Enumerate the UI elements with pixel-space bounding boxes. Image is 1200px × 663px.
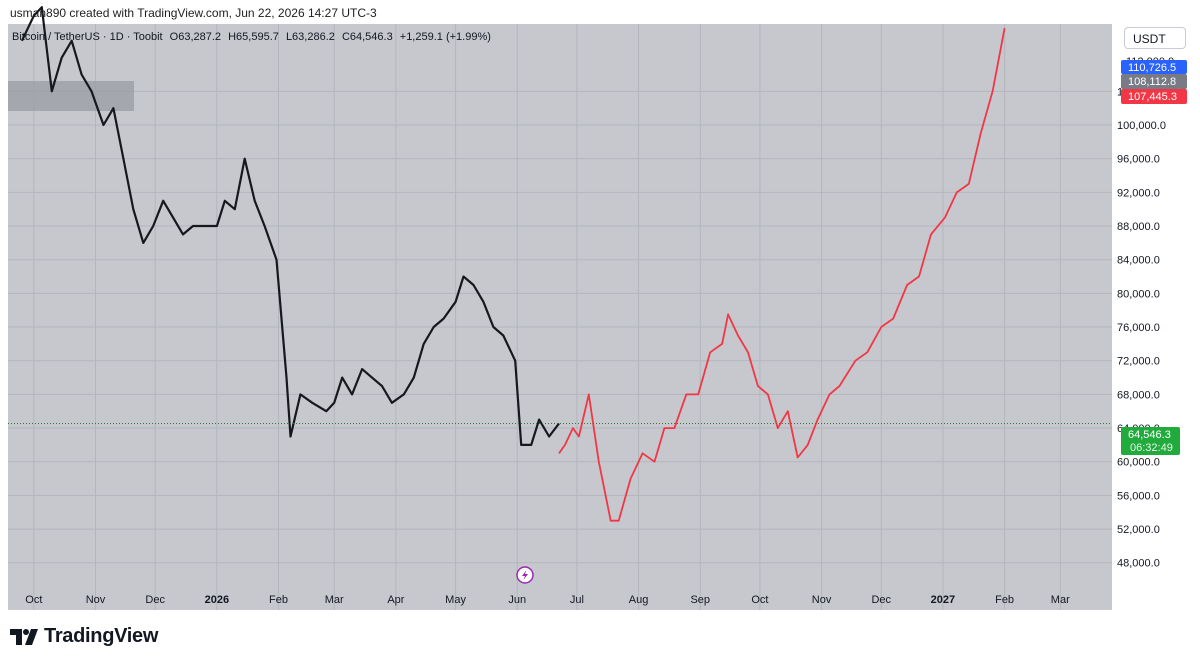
x-tick-label: Feb [269, 594, 288, 606]
x-axis: Oct Nov Dec 2026 Feb Mar Apr May Jun Jul Aug Sep Oct… [25, 594, 1070, 606]
x-tick-label: Sep [690, 594, 710, 606]
high-value: H65,595.7 [228, 31, 279, 43]
price-scale-area [1112, 24, 1196, 610]
x-tick-label: Oct [751, 594, 768, 606]
x-tick-label: Oct [25, 594, 42, 606]
y-tick-label: 92,000.0 [1117, 187, 1160, 199]
currency-button[interactable]: USDT [1124, 27, 1186, 49]
grid-lines [8, 24, 1112, 610]
y-tick-label: 48,000.0 [1117, 558, 1160, 570]
close-value: C64,546.3 [341, 31, 393, 43]
y-tick-label: 100,000.0 [1117, 120, 1166, 132]
forecast-series [558, 28, 1006, 522]
x-tick-label: Mar [325, 594, 344, 606]
tradingview-logo-icon [10, 628, 38, 645]
red-price-badge [1121, 89, 1187, 104]
y-tick-label: 80,000.0 [1117, 288, 1160, 300]
range-highlight [8, 81, 134, 111]
y-tick-label: 72,000.0 [1117, 356, 1160, 368]
open-value: O63,287.2 [169, 31, 222, 43]
low-value: L63,286.2 [285, 31, 335, 43]
x-tick-label: May [445, 594, 466, 606]
forecast-line [558, 28, 1006, 522]
lightning-event-icon[interactable] [516, 566, 534, 584]
y-axis: 48,000.052,000.056,000.060,000.064,000.0… [1117, 86, 1166, 569]
x-tick-label: Jul [570, 594, 584, 606]
x-tick-label: Apr [387, 594, 404, 606]
x-tick-label: Feb [995, 594, 1014, 606]
red-badge-label: 107,445.3 [1128, 91, 1177, 103]
symbol-name[interactable]: Bitcoin / TetherUS · 1D · Toobit [12, 31, 163, 43]
current-price-label: 64,546.3 [1128, 429, 1171, 441]
chart-credit: usman890 created with TradingView.com, J… [10, 6, 377, 20]
y-tick-label: 68,000.0 [1117, 389, 1160, 401]
price-series [20, 6, 560, 446]
countdown-timer: 06:32:49 [1130, 442, 1173, 454]
x-tick-label: 2026 [205, 594, 229, 606]
y-tick-label: 84,000.0 [1117, 255, 1160, 267]
blue-badge-label: 110,726.5 [1128, 62, 1176, 74]
gray-price-badge [1121, 74, 1187, 89]
x-tick-label: Nov [86, 594, 106, 606]
y-tick-label: 88,000.0 [1117, 221, 1160, 233]
price-line [20, 6, 560, 446]
symbol-legend[interactable]: Bitcoin / TetherUS · 1D · Toobit O63,287… [12, 31, 495, 43]
y-tick-label: 52,000.0 [1117, 524, 1160, 536]
y-tick-label: 76,000.0 [1117, 322, 1160, 334]
x-tick-label: Dec [871, 594, 891, 606]
x-tick-label: 2027 [931, 594, 955, 606]
tradingview-brand: TradingView [44, 625, 159, 647]
y-tick-label: 60,000.0 [1117, 457, 1160, 469]
x-tick-label: Nov [812, 594, 832, 606]
y-tick-label: 96,000.0 [1117, 154, 1160, 166]
tradingview-logo: TradingView [10, 625, 158, 648]
x-tick-label: Mar [1051, 594, 1070, 606]
x-tick-label: Jun [508, 594, 526, 606]
change-value: +1,259.1 (+1.99%) [399, 31, 491, 43]
blue-price-badge [1121, 60, 1187, 74]
gray-badge-label: 108,112.8 [1128, 76, 1176, 88]
current-price-badge [1121, 427, 1180, 455]
y-tick-label: 56,000.0 [1117, 490, 1160, 502]
x-tick-label: Dec [145, 594, 165, 606]
x-tick-label: Aug [629, 594, 649, 606]
plot-area [8, 24, 1112, 610]
